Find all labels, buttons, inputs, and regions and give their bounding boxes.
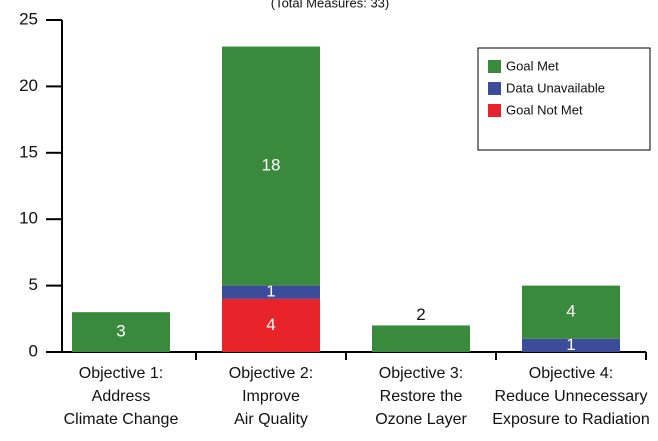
data-label: 4: [566, 302, 575, 321]
x-tick-label: Climate Change: [64, 411, 179, 428]
data-label: 4: [266, 315, 275, 334]
y-tick-label: 5: [29, 275, 38, 294]
data-label: 3: [116, 322, 125, 341]
bar-segment: [222, 46, 320, 286]
x-tick-label: Reduce Unnecessary: [495, 388, 648, 405]
data-label: 2: [416, 305, 425, 324]
legend-swatch: [488, 104, 501, 117]
legend-box: [477, 47, 651, 151]
y-tick-label: 15: [19, 142, 38, 161]
x-tick-label: Restore the: [380, 388, 463, 405]
x-tick-label: Objective 4:: [529, 365, 613, 382]
x-tick-label: Air Quality: [234, 411, 308, 428]
x-tick-label: Ozone Layer: [375, 411, 467, 428]
legend-swatch: [488, 60, 501, 73]
data-label: 1: [266, 282, 275, 301]
legend-label: Goal Met: [506, 58, 559, 73]
x-tick-label: Improve: [242, 388, 300, 405]
x-tick-label: Address: [92, 388, 151, 405]
bar-segment: [372, 325, 470, 352]
bar-segment: [522, 338, 620, 352]
legend-label: Data Unavailable: [506, 80, 605, 95]
bar-segment: [222, 298, 320, 352]
bar-segment: [522, 285, 620, 339]
data-label: 1: [566, 335, 575, 354]
x-tick-label: Exposure to Radiation: [492, 411, 649, 428]
y-tick-label: 0: [29, 341, 38, 360]
legend-label: Goal Not Met: [506, 102, 583, 117]
y-tick-label: 10: [19, 209, 38, 228]
legend-swatch: [488, 82, 501, 95]
y-tick-label: 20: [19, 76, 38, 95]
x-tick-label: Objective 1:: [79, 365, 163, 382]
data-label: 18: [262, 156, 281, 175]
chart-subtitle: (Total Measures: 33): [271, 0, 390, 10]
bar-segment: [222, 285, 320, 299]
x-tick-label: Objective 3:: [379, 365, 463, 382]
y-tick-label: 25: [19, 9, 38, 28]
x-tick-label: Objective 2:: [229, 365, 313, 382]
bar-segment: [72, 312, 170, 352]
